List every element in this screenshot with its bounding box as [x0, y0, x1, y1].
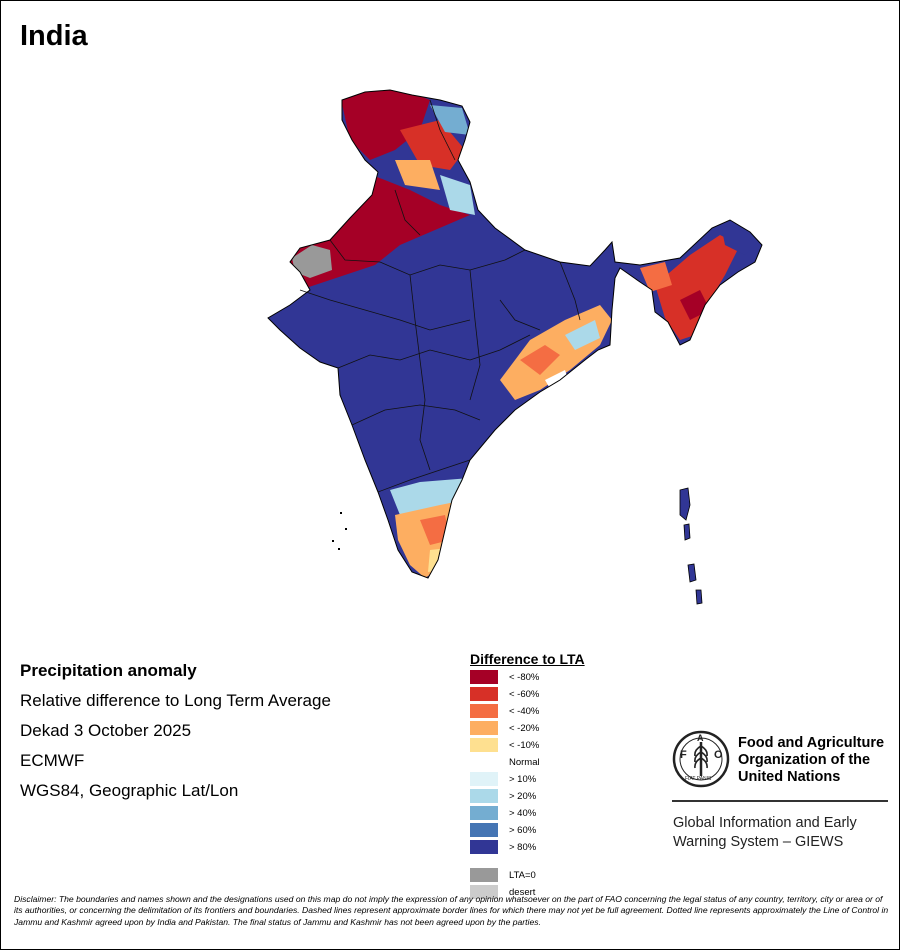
legend-label: > 20%	[509, 790, 537, 802]
info-line-metric: Relative difference to Long Term Average	[20, 691, 331, 710]
deficit-region-kashmir	[340, 90, 430, 160]
logo-divider	[672, 800, 888, 802]
legend-item: < -20%	[470, 721, 539, 735]
legend-swatch	[470, 687, 498, 701]
deficit-region-northeast	[655, 235, 740, 340]
legend-item: < -80%	[470, 670, 539, 684]
legend-label: > 40%	[509, 807, 537, 819]
legend-label: Normal	[509, 756, 540, 768]
legend-label: LTA=0	[509, 869, 536, 881]
legend-item: < -40%	[470, 704, 539, 718]
info-heading: Precipitation anomaly	[20, 661, 197, 680]
legend-label: > 60%	[509, 824, 537, 836]
legend-swatch	[470, 738, 498, 752]
map-info: Precipitation anomaly Relative differenc…	[20, 656, 331, 806]
mixed-patch-himachal	[395, 160, 440, 190]
legend-label: < -10%	[509, 739, 540, 751]
disclaimer-text: Disclaimer: The boundaries and names sho…	[14, 894, 889, 927]
legend-item: < -60%	[470, 687, 539, 701]
info-line-projection: WGS84, Geographic Lat/Lon	[20, 781, 239, 800]
surplus-patch-east-coast	[565, 320, 600, 350]
fao-org-name: Food and Agriculture Organization of the…	[738, 735, 885, 785]
legend-swatch	[470, 806, 498, 820]
legend-label: < -20%	[509, 722, 540, 734]
legend: Difference to LTA < -80% < -60% < -40% < -2…	[470, 651, 610, 910]
surplus-patch-kashmir	[430, 105, 470, 135]
giews-name: Global Information and Early Warning Sys…	[673, 815, 857, 850]
surplus-patch-northeast	[720, 220, 760, 255]
info-line-period: Dekad 3 October 2025	[20, 721, 192, 740]
legend-item: < -10%	[470, 738, 539, 752]
info-line-source: ECMWF	[20, 751, 85, 770]
legend-label: < -60%	[509, 688, 540, 700]
fao-emblem-icon: F A O FIAT PANIS	[672, 730, 730, 788]
mixed-patch-uttarakhand	[440, 175, 475, 215]
andaman-nicobar-islands	[679, 487, 703, 605]
legend-title: Difference to LTA	[470, 651, 585, 667]
legend-swatch	[470, 721, 498, 735]
lakshadweep-islands	[332, 512, 347, 550]
legend-item: Normal	[470, 755, 540, 769]
state-boundaries	[299, 99, 581, 493]
india-outline	[267, 89, 763, 579]
legend-item: > 60%	[470, 823, 536, 837]
fao-emblem-a: A	[697, 733, 704, 743]
legend-swatch	[470, 885, 498, 899]
legend-swatch	[470, 755, 498, 769]
deficit-patch-south	[420, 515, 450, 545]
legend-swatch	[470, 670, 498, 684]
fao-emblem-f: F	[680, 749, 687, 761]
deficit-region-kashmir-east	[400, 120, 465, 170]
legend-label: > 80%	[509, 841, 537, 853]
legend-item: desert	[470, 885, 535, 899]
legend-item: > 40%	[470, 806, 536, 820]
legend-swatch	[470, 704, 498, 718]
legend-swatch	[470, 868, 498, 882]
legend-label: < -40%	[509, 705, 540, 717]
lta-zero-patch	[292, 245, 332, 278]
india-anomaly-map	[267, 89, 763, 605]
legend-swatch	[470, 840, 498, 854]
legend-item: > 20%	[470, 789, 536, 803]
map-title: India	[20, 20, 88, 52]
legend-item: > 10%	[470, 772, 536, 786]
legend-label: > 10%	[509, 773, 537, 785]
legend-item: > 80%	[470, 840, 536, 854]
legend-swatch	[470, 823, 498, 837]
legend-label: < -80%	[509, 671, 540, 683]
legend-swatch	[470, 789, 498, 803]
fao-emblem-motto: FIAT PANIS	[685, 776, 712, 782]
legend-label: desert	[509, 886, 536, 898]
mixed-patch-northeast	[640, 262, 672, 292]
fao-emblem-o: O	[714, 749, 723, 761]
legend-item: LTA=0	[470, 868, 536, 882]
legend-swatch	[470, 772, 498, 786]
deficit-patch-east-coast	[520, 345, 560, 375]
